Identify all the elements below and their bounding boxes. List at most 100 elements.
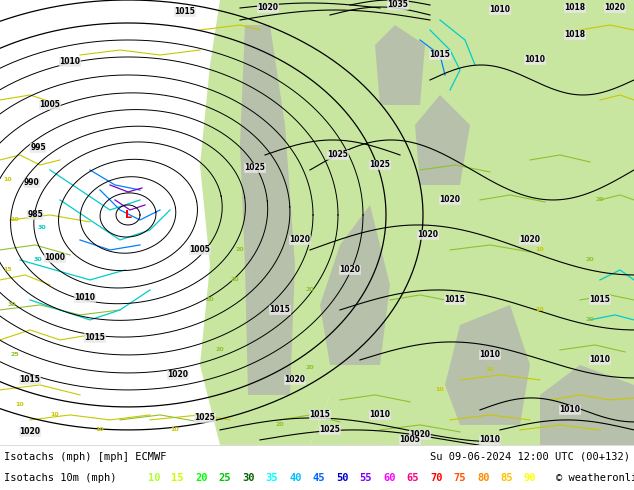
Text: 1020: 1020 [519,236,541,245]
Text: 70: 70 [430,473,443,483]
Text: 1020: 1020 [410,430,430,440]
Text: 1025: 1025 [195,414,216,422]
Text: 55: 55 [359,473,372,483]
Text: 20: 20 [195,473,207,483]
Text: 1020: 1020 [339,266,361,274]
Text: 15: 15 [4,268,13,272]
Text: 10: 10 [148,473,160,483]
Text: 1000: 1000 [44,253,65,263]
Text: Su 09-06-2024 12:00 UTC (00+132): Su 09-06-2024 12:00 UTC (00+132) [430,452,630,462]
Polygon shape [200,0,430,445]
Text: 1015: 1015 [444,295,465,304]
Text: 10: 10 [51,413,60,417]
Text: 1010: 1010 [559,405,581,415]
Text: 20: 20 [596,197,604,202]
Text: 1018: 1018 [564,3,586,13]
Text: 40: 40 [289,473,302,483]
Polygon shape [380,0,634,445]
Text: 1015: 1015 [20,375,41,385]
Text: 20: 20 [276,422,284,427]
Text: 1015: 1015 [590,295,611,304]
Polygon shape [310,0,634,445]
Text: 985: 985 [27,211,43,220]
Text: 1015: 1015 [309,411,330,419]
Polygon shape [240,25,295,395]
Text: 35: 35 [266,473,278,483]
Text: 90: 90 [524,473,536,483]
Text: 10: 10 [486,368,495,372]
Text: 1018: 1018 [564,30,586,40]
Text: 1020: 1020 [20,427,41,437]
Text: 1005: 1005 [399,436,420,444]
Text: 10: 10 [436,388,444,392]
Text: 30: 30 [8,302,16,307]
Text: 45: 45 [313,473,325,483]
Text: 10: 10 [536,307,545,313]
Text: 1020: 1020 [604,3,626,13]
Text: 25: 25 [11,352,20,357]
Text: 1010: 1010 [75,294,96,302]
Text: 1010: 1010 [479,436,500,444]
Text: 1020: 1020 [285,375,306,385]
Text: 1005: 1005 [190,245,210,254]
Text: 1020: 1020 [257,3,278,13]
Text: 1025: 1025 [245,164,266,172]
Text: 20: 20 [306,288,314,293]
Text: 80: 80 [477,473,489,483]
Text: 20: 20 [306,366,314,370]
Text: 20: 20 [216,347,224,352]
Text: 1015: 1015 [269,305,290,315]
Text: 25: 25 [219,473,231,483]
Text: 1010: 1010 [60,57,81,67]
Polygon shape [415,95,470,185]
Text: 50: 50 [336,473,349,483]
Text: 1020: 1020 [439,196,460,204]
Text: 65: 65 [406,473,419,483]
Text: 10: 10 [11,218,19,222]
Polygon shape [375,25,425,105]
Text: L: L [124,210,131,220]
Text: 1020: 1020 [418,230,439,240]
Polygon shape [320,205,390,365]
Text: 20: 20 [236,247,244,252]
Text: 1020: 1020 [290,236,311,245]
Text: 1015: 1015 [84,333,105,343]
Text: © weatheronline.co.uk: © weatheronline.co.uk [556,473,634,483]
Text: 1010: 1010 [489,5,510,15]
Text: 1025: 1025 [370,160,391,170]
Text: 20: 20 [205,297,214,302]
Text: 1020: 1020 [167,370,188,379]
Text: 30: 30 [34,257,42,263]
Text: 1005: 1005 [39,100,60,109]
Text: 990: 990 [24,178,40,188]
Text: 85: 85 [500,473,513,483]
Text: 10: 10 [16,402,24,407]
Text: 1010: 1010 [524,55,545,65]
Text: 1025: 1025 [328,150,349,159]
Polygon shape [260,245,440,405]
Text: 10: 10 [171,427,179,432]
Text: 20: 20 [586,318,594,322]
Text: 1035: 1035 [387,0,408,9]
Text: 10: 10 [536,247,545,252]
Polygon shape [445,305,530,425]
Text: 10: 10 [4,177,12,182]
Text: 1010: 1010 [370,411,391,419]
Text: 30: 30 [37,225,46,230]
Text: 75: 75 [453,473,466,483]
Polygon shape [540,365,634,445]
Text: 1010: 1010 [479,350,500,360]
Text: 1015: 1015 [430,50,450,59]
Text: 1025: 1025 [320,425,340,435]
Text: 20: 20 [586,257,594,263]
Text: 30: 30 [242,473,254,483]
Text: 20: 20 [231,277,239,282]
Text: 15: 15 [172,473,184,483]
Text: Isotachs (mph) [mph] ECMWF: Isotachs (mph) [mph] ECMWF [4,452,167,462]
Text: 60: 60 [383,473,396,483]
Text: Isotachs 10m (mph): Isotachs 10m (mph) [4,473,117,483]
Text: 1010: 1010 [590,355,611,365]
Text: 995: 995 [30,144,46,152]
Text: 1015: 1015 [174,7,195,17]
Text: 10: 10 [96,427,105,432]
